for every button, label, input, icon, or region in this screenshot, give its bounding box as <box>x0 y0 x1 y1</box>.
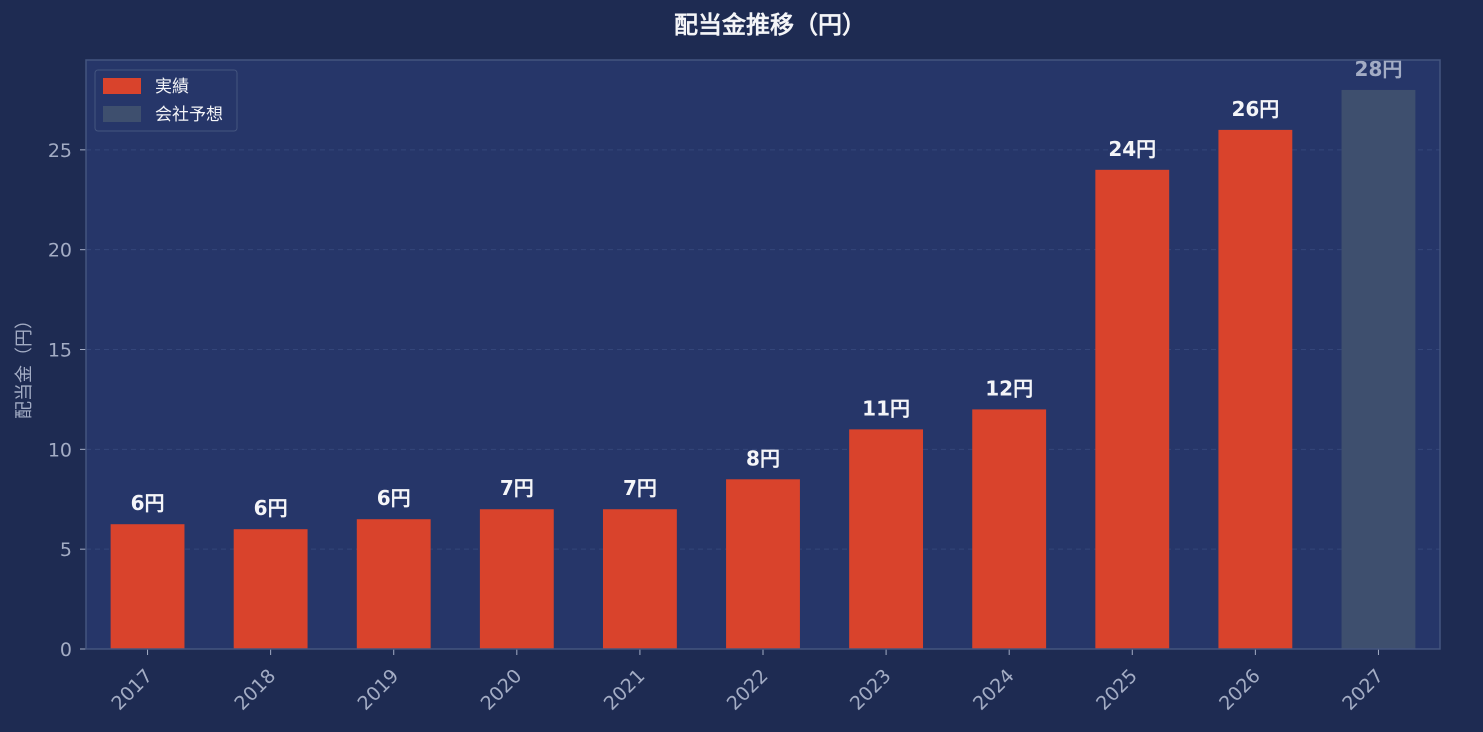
bar-value-label-2020: 7円 <box>500 476 534 500</box>
legend-label-0: 実績 <box>155 77 189 97</box>
grid-lines <box>86 149 1440 550</box>
bar-2026 <box>1218 129 1293 650</box>
bar-2017 <box>110 524 185 649</box>
bar-value-labels: 6円 6円 6円 7円 7円 8円 11円 12円 24円 26円 28円 <box>131 57 1403 520</box>
bar-value-label-2017: 6円 <box>131 491 165 515</box>
bar-value-label-2021: 7円 <box>623 476 657 500</box>
bar-2023 <box>849 429 924 649</box>
x-tick-label-2022: 2022 <box>723 665 773 715</box>
bar-value-label-2019: 6円 <box>377 486 411 510</box>
bar-2025 <box>1095 169 1170 650</box>
plot-frame <box>85 59 1441 650</box>
y-tick-label: 25 <box>48 140 72 162</box>
bar-value-label-2022: 8円 <box>746 446 780 470</box>
bar-value-label-2018: 6円 <box>254 496 288 520</box>
bar-value-label-2024: 12円 <box>985 376 1033 400</box>
legend-swatch-0 <box>103 78 141 94</box>
bar-2027 <box>1341 89 1416 649</box>
bar-2019 <box>356 519 431 649</box>
bar-value-label-2027: 28円 <box>1355 57 1403 81</box>
y-tick-label: 15 <box>48 340 72 362</box>
legend-label-1: 会社予想 <box>155 105 223 125</box>
bar-2024 <box>972 409 1047 649</box>
bar-value-label-2023: 11円 <box>862 396 910 420</box>
bar-2022 <box>726 479 800 649</box>
bar-value-label-2026: 26円 <box>1231 97 1279 121</box>
bars <box>110 89 1416 650</box>
x-tick-label-2019: 2019 <box>354 665 404 715</box>
x-tick-label-2020: 2020 <box>477 665 527 715</box>
legend-swatch-1 <box>103 106 141 122</box>
x-tick-label-2025: 2025 <box>1092 665 1142 715</box>
bar-2021 <box>602 509 677 649</box>
bar-2018 <box>233 529 308 649</box>
x-axis-ticks: 2017 2018 2019 2020 2021 2022 2023 2024 2025 2026… <box>107 649 1388 715</box>
x-tick-label-2027: 2027 <box>1338 665 1388 715</box>
x-tick-label-2017: 2017 <box>107 665 157 715</box>
y-tick-label: 20 <box>48 240 72 262</box>
bar-value-label-2025: 24円 <box>1108 137 1156 161</box>
x-tick-label-2021: 2021 <box>600 665 650 715</box>
y-tick-label: 10 <box>48 439 72 461</box>
y-tick-label: 5 <box>60 539 72 561</box>
x-tick-label-2023: 2023 <box>846 665 896 715</box>
y-tick-label: 0 <box>60 639 72 661</box>
x-tick-label-2026: 2026 <box>1215 665 1265 715</box>
y-axis-label: 配当金（円） <box>14 311 35 419</box>
chart-title: 配当金推移（円） <box>674 11 866 39</box>
x-tick-label-2024: 2024 <box>969 665 1019 715</box>
y-axis-ticks: 0 5 10 15 20 25 <box>48 140 86 661</box>
bar-2020 <box>479 509 554 649</box>
x-tick-label-2018: 2018 <box>230 665 280 715</box>
